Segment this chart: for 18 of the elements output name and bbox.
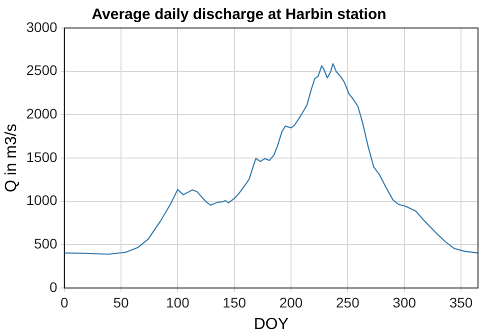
y-tick-label: 2500 [26, 62, 58, 78]
y-tick-label: 2000 [26, 106, 58, 122]
x-tick-label: 50 [113, 294, 130, 310]
x-tick-label: 200 [279, 294, 303, 310]
y-tick-label: 500 [34, 236, 58, 252]
x-tick-label: 150 [222, 294, 246, 310]
y-tick-label: 0 [50, 278, 58, 295]
y-tick-label: 3000 [26, 18, 58, 35]
y-axis-title: Q in m3/s [3, 124, 20, 192]
x-tick-label: 100 [166, 294, 190, 310]
chart-title: Average daily discharge at Harbin station [92, 6, 386, 24]
x-tick-label: 250 [336, 294, 360, 310]
x-tick-label: 0 [60, 294, 68, 310]
y-tick-label: 1000 [26, 192, 58, 208]
x-tick-label: 300 [392, 294, 416, 310]
x-tick-label: 350 [449, 294, 473, 310]
x-axis-title: DOY [254, 316, 289, 333]
y-tick-label: 1500 [26, 148, 58, 165]
